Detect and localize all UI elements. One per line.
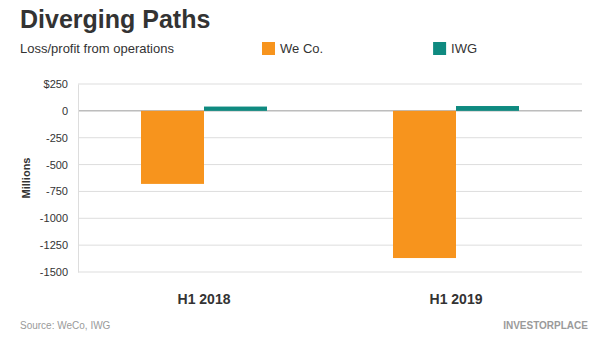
x-axis: H1 2018 H1 2019 xyxy=(178,272,483,307)
y-tick-label: -1500 xyxy=(40,266,68,278)
y-tick: -1500 xyxy=(40,266,78,278)
bar xyxy=(204,107,267,111)
y-tick: -750 xyxy=(46,185,78,197)
grid-line xyxy=(78,272,582,273)
y-axis-title: Millions xyxy=(20,158,32,199)
y-tick: $250 xyxy=(44,78,78,90)
y-tick-label: -1250 xyxy=(40,239,68,251)
title: Diverging Paths xyxy=(20,5,210,33)
bar xyxy=(393,111,456,258)
grid-line xyxy=(78,191,582,192)
x-tick: H1 2019 xyxy=(430,272,483,307)
y-axis: $250 0 -250 -500 -750 -1000 -1250 -1500 xyxy=(40,78,79,278)
y-tick-label: -750 xyxy=(46,185,68,197)
x-tick-label: H1 2019 xyxy=(430,291,483,307)
credit: INVESTORPLACE xyxy=(503,320,588,331)
y-axis-line xyxy=(78,85,79,273)
y-tick: -500 xyxy=(46,159,78,171)
bar xyxy=(141,111,204,184)
x-tick: H1 2018 xyxy=(178,272,231,307)
y-tick-label: -1000 xyxy=(40,212,68,224)
subtitle: Loss/profit from operations xyxy=(20,41,174,56)
y-tick: -1000 xyxy=(40,212,78,224)
y-tick-label: 0 xyxy=(62,105,68,117)
bars xyxy=(141,106,519,258)
chart: Diverging Paths Loss/profit from operatio… xyxy=(0,0,600,338)
legend-label: We Co. xyxy=(280,41,323,56)
plot: $2500-250-500-750-1000-1250-1500H1 2018H… xyxy=(40,78,582,307)
grid xyxy=(78,84,582,272)
bar xyxy=(456,106,519,111)
grid-line xyxy=(78,218,582,219)
y-tick: -1250 xyxy=(40,239,78,251)
source: Source: WeCo, IWG xyxy=(20,320,111,331)
y-tick: -250 xyxy=(46,132,78,144)
y-tick-label: $250 xyxy=(44,78,68,90)
legend-swatch xyxy=(262,42,275,55)
y-tick: 0 xyxy=(62,105,78,117)
legend: We Co. IWG xyxy=(262,41,477,56)
legend-label: IWG xyxy=(451,41,477,56)
x-tick-label: H1 2018 xyxy=(178,291,231,307)
y-tick-label: -250 xyxy=(46,132,68,144)
y-tick-label: -500 xyxy=(46,159,68,171)
grid-line xyxy=(78,245,582,246)
legend-swatch xyxy=(433,42,446,55)
grid-line xyxy=(78,84,582,85)
